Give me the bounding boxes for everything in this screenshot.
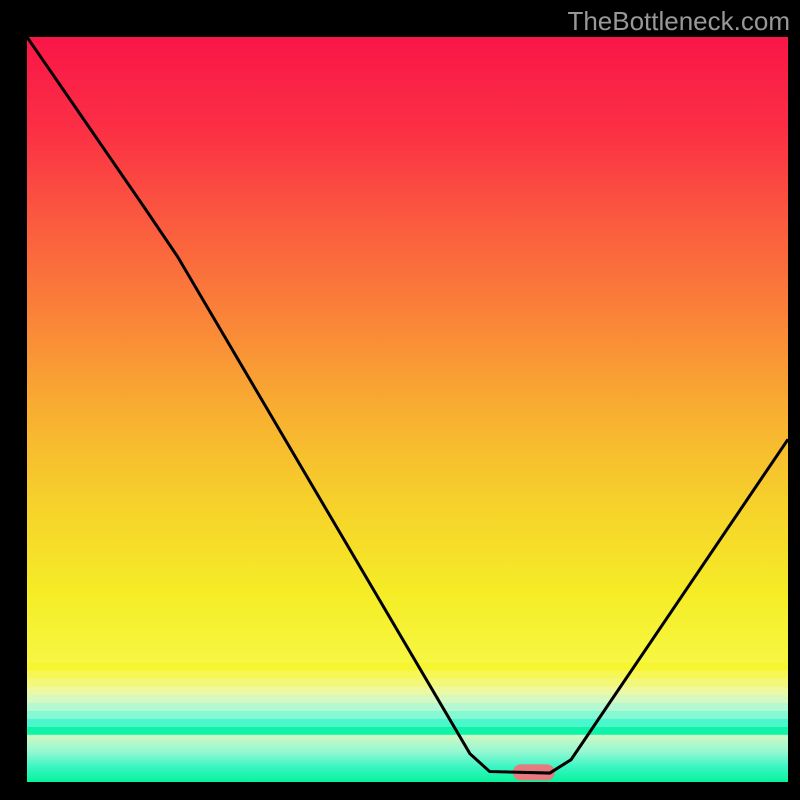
chart-container: TheBottleneck.com [0, 0, 800, 800]
bottleneck-curve-plot [0, 0, 800, 800]
watermark-text: TheBottleneck.com [567, 6, 790, 37]
legend-stripe [27, 663, 788, 735]
